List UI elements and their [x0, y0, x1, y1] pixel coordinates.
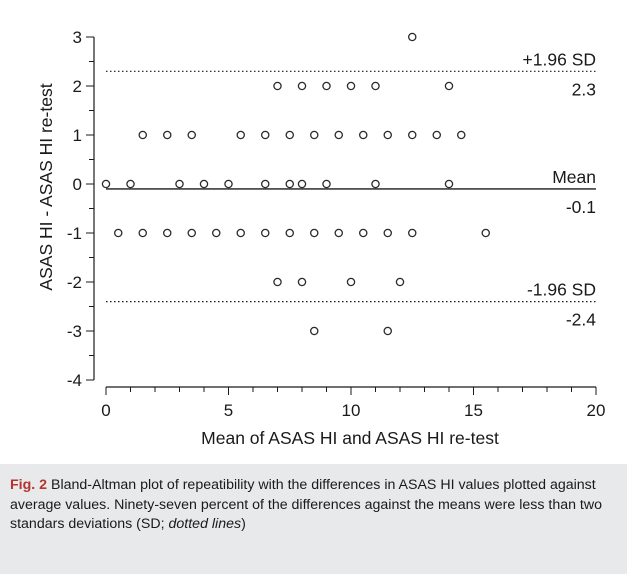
y-tick-label: -3 — [67, 322, 82, 341]
data-point — [260, 228, 270, 238]
y-axis-label: ASAS HI - ASAS HI re-test — [36, 83, 56, 290]
y-tick-label: 3 — [73, 28, 82, 47]
data-point — [456, 130, 466, 140]
x-tick-label: 0 — [101, 401, 110, 420]
data-point — [126, 179, 135, 189]
data-point — [309, 326, 319, 336]
data-point — [138, 130, 147, 140]
data-point — [383, 228, 392, 238]
data-point — [346, 277, 356, 287]
data-point — [224, 179, 233, 189]
data-point — [175, 179, 184, 189]
data-point — [407, 130, 417, 140]
y-tick-label: 2 — [73, 77, 82, 96]
data-point — [407, 228, 417, 238]
data-point — [432, 130, 441, 140]
y-tick-label: -2 — [67, 273, 82, 292]
data-points — [101, 32, 490, 336]
reference-line-value: -0.1 — [566, 197, 596, 217]
data-point — [162, 130, 172, 140]
data-point — [395, 277, 405, 287]
data-point — [309, 130, 319, 140]
data-point — [236, 228, 245, 238]
y-tick-label: 1 — [73, 126, 82, 145]
figure-caption: Fig. 2 Bland-Altman plot of repeatibilit… — [0, 464, 627, 574]
data-point — [346, 81, 356, 91]
data-point — [334, 130, 343, 140]
x-tick-label: 15 — [464, 401, 483, 420]
data-point — [273, 81, 282, 91]
data-point — [236, 130, 245, 140]
data-point — [101, 179, 111, 189]
data-point — [407, 32, 417, 42]
data-point — [371, 81, 380, 91]
axes: 0 5 10 15 20 -4 -3 -2 -1 0 1 2 3 — [67, 28, 606, 420]
data-point — [322, 81, 331, 91]
x-tick-label: 10 — [342, 401, 361, 420]
data-point — [322, 179, 331, 189]
data-point — [199, 179, 209, 189]
x-tick-label: 5 — [224, 401, 233, 420]
y-tick-label: -1 — [67, 224, 82, 243]
x-tick-label: 20 — [587, 401, 606, 420]
data-point — [297, 277, 307, 287]
data-point — [114, 228, 123, 238]
data-point — [273, 277, 282, 287]
data-point — [334, 228, 343, 238]
data-point — [371, 179, 380, 189]
caption-label: Fig. 2 — [10, 477, 48, 493]
caption-closing: ) — [241, 516, 246, 532]
data-point — [260, 130, 270, 140]
data-point — [260, 179, 270, 189]
data-point — [358, 130, 368, 140]
data-point — [297, 81, 307, 91]
data-point — [211, 228, 221, 238]
data-point — [383, 326, 392, 336]
caption-italic-text: dotted lines — [168, 516, 242, 532]
reference-lines: +1.96 SD 2.3 Mean -0.1 -1.96 SD -2.4 — [106, 49, 596, 330]
data-point — [358, 228, 368, 238]
data-point — [285, 179, 294, 189]
data-point — [187, 130, 196, 140]
reference-line-label: Mean — [552, 167, 596, 187]
reference-line-value: -2.4 — [566, 310, 596, 330]
y-tick-label: -4 — [67, 371, 82, 390]
data-point — [383, 130, 392, 140]
data-point — [297, 179, 307, 189]
data-point — [444, 179, 454, 189]
data-point — [481, 228, 490, 238]
x-axis-label: Mean of ASAS HI and ASAS HI re-test — [201, 428, 499, 448]
data-point — [285, 130, 294, 140]
y-tick-label: 0 — [73, 175, 82, 194]
reference-line-label: +1.96 SD — [523, 49, 596, 69]
data-point — [187, 228, 196, 238]
reference-line-label: -1.96 SD — [527, 280, 596, 300]
data-point — [309, 228, 319, 238]
data-point — [444, 81, 454, 91]
data-point — [285, 228, 294, 238]
data-point — [138, 228, 147, 238]
caption-text: Bland-Altman plot of repeatibility with … — [10, 477, 603, 532]
data-point — [162, 228, 172, 238]
reference-line-value: 2.3 — [572, 79, 596, 99]
